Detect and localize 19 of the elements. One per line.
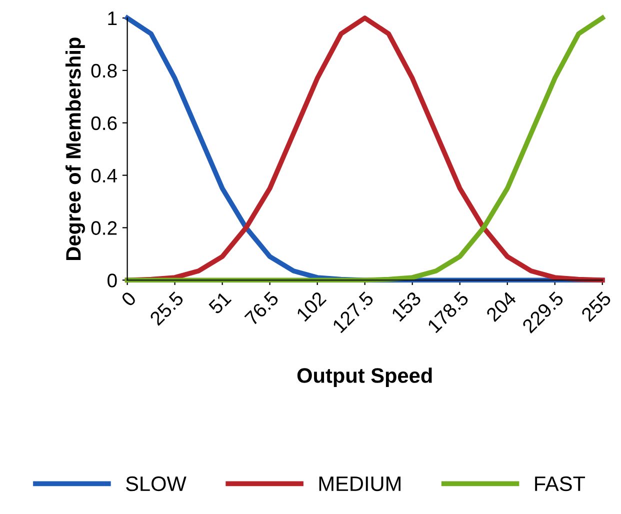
y-tick-label: 1 — [108, 12, 117, 26]
legend-label: FAST — [535, 476, 586, 492]
y-tick-label: 0 — [108, 274, 117, 288]
y-tick-label: 0.6 — [91, 116, 117, 130]
x-tick-label: 102 — [296, 290, 327, 322]
y-tick-label: 0.2 — [91, 221, 117, 235]
x-tick-label: 0 — [120, 290, 137, 308]
y-tick-label: 0.4 — [91, 168, 118, 183]
x-tick-label: 51 — [208, 291, 232, 315]
x-tick-label: 255 — [580, 290, 612, 322]
x-tick-label: 153 — [390, 290, 422, 322]
x-tick-label: 76.5 — [244, 290, 280, 326]
x-axis-title: Output Speed — [297, 368, 432, 388]
legend-label: MEDIUM — [319, 476, 400, 492]
y-axis-title: Degree of Membership — [65, 38, 85, 260]
legend-label: SLOW — [126, 476, 186, 492]
line-series — [124, 16, 605, 283]
x-tick-label: 204 — [485, 290, 518, 322]
y-tick-label: 0.8 — [91, 64, 117, 78]
